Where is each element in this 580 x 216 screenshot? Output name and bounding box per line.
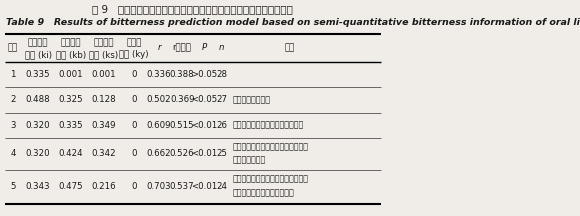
Text: 表 9   基于口服液中药味半定量苦度信息的整体苦度预测模型建立结果: 表 9 基于口服液中药味半定量苦度信息的整体苦度预测模型建立结果 [92, 4, 293, 14]
Text: 0: 0 [132, 149, 137, 158]
Text: 系数 (ki): 系数 (ki) [24, 50, 52, 59]
Text: 0.424: 0.424 [59, 149, 83, 158]
Text: 养阴清肺口服液: 养阴清肺口服液 [232, 155, 266, 164]
Text: 0.343: 0.343 [26, 182, 50, 191]
Text: 1: 1 [10, 70, 16, 79]
Text: 2: 2 [10, 95, 16, 104]
Text: 苦味饮片: 苦味饮片 [60, 39, 81, 48]
Text: 0.609: 0.609 [147, 121, 171, 130]
Text: 0.515: 0.515 [170, 121, 194, 130]
Text: 0.475: 0.475 [59, 182, 83, 191]
Text: 0.216: 0.216 [91, 182, 116, 191]
Text: 0: 0 [132, 95, 137, 104]
Text: 0.325: 0.325 [59, 95, 83, 104]
Text: 0.502: 0.502 [147, 95, 172, 104]
Text: P: P [202, 43, 207, 52]
Text: 系数 (ky): 系数 (ky) [119, 50, 149, 59]
Text: 去掉夏枯草口服液: 去掉夏枯草口服液 [232, 95, 270, 104]
Text: 去掉夏枯草口服液、金莲花口服液、: 去掉夏枯草口服液、金莲花口服液、 [232, 142, 308, 151]
Text: 0: 0 [132, 70, 137, 79]
Text: 去掉夏枯草口服液、金莲花口服液、: 去掉夏枯草口服液、金莲花口服液、 [232, 175, 308, 184]
Text: 0.537: 0.537 [170, 182, 194, 191]
Text: 25: 25 [216, 149, 227, 158]
Text: 5: 5 [10, 182, 16, 191]
Text: 0.488: 0.488 [26, 95, 50, 104]
Text: 26: 26 [216, 121, 227, 130]
Text: 3: 3 [10, 121, 16, 130]
Text: 掩味剂: 掩味剂 [126, 39, 142, 48]
Text: 0.335: 0.335 [59, 121, 83, 130]
Text: 0.342: 0.342 [91, 149, 116, 158]
Text: 27: 27 [216, 95, 227, 104]
Text: 0.320: 0.320 [26, 121, 50, 130]
Text: 28: 28 [216, 70, 227, 79]
Text: 系数 (kb): 系数 (kb) [56, 50, 86, 59]
Text: 0.320: 0.320 [26, 149, 50, 158]
Text: 0.349: 0.349 [91, 121, 115, 130]
Text: 去掉夏枯草口服液、金莲花口服液: 去掉夏枯草口服液、金莲花口服液 [232, 121, 303, 130]
Text: Table 9   Results of bitterness prediction model based on semi-quantitative bitt: Table 9 Results of bitterness prediction… [6, 18, 580, 27]
Text: 0: 0 [132, 121, 137, 130]
Text: 极苦饮片: 极苦饮片 [28, 39, 48, 48]
Text: 0.369: 0.369 [170, 95, 194, 104]
Text: 备注: 备注 [285, 43, 295, 52]
Text: n: n [219, 43, 224, 52]
Text: 0.335: 0.335 [26, 70, 50, 79]
Text: r: r [157, 43, 161, 52]
Text: 4: 4 [10, 149, 16, 158]
Text: 柴胡口服液、养阴清肺口服液: 柴胡口服液、养阴清肺口服液 [232, 188, 294, 197]
Text: <0.05: <0.05 [191, 95, 218, 104]
Text: 序号: 序号 [8, 43, 19, 52]
Text: 0.001: 0.001 [91, 70, 116, 79]
Text: <0.01: <0.01 [191, 182, 218, 191]
Text: 0: 0 [132, 182, 137, 191]
Text: 微苦饮片: 微苦饮片 [93, 39, 114, 48]
Text: 0.388: 0.388 [170, 70, 194, 79]
Text: 24: 24 [216, 182, 227, 191]
Text: 0.128: 0.128 [91, 95, 116, 104]
Text: 系数 (ks): 系数 (ks) [89, 50, 118, 59]
Text: 0.662: 0.662 [147, 149, 172, 158]
Text: 0.526: 0.526 [170, 149, 194, 158]
Text: r临界值: r临界值 [173, 43, 191, 52]
Text: 0.001: 0.001 [59, 70, 83, 79]
Text: 0.703: 0.703 [147, 182, 172, 191]
Text: >0.05: >0.05 [191, 70, 218, 79]
Text: <0.01: <0.01 [191, 149, 218, 158]
Text: <0.01: <0.01 [191, 121, 218, 130]
Text: 0.336: 0.336 [147, 70, 172, 79]
